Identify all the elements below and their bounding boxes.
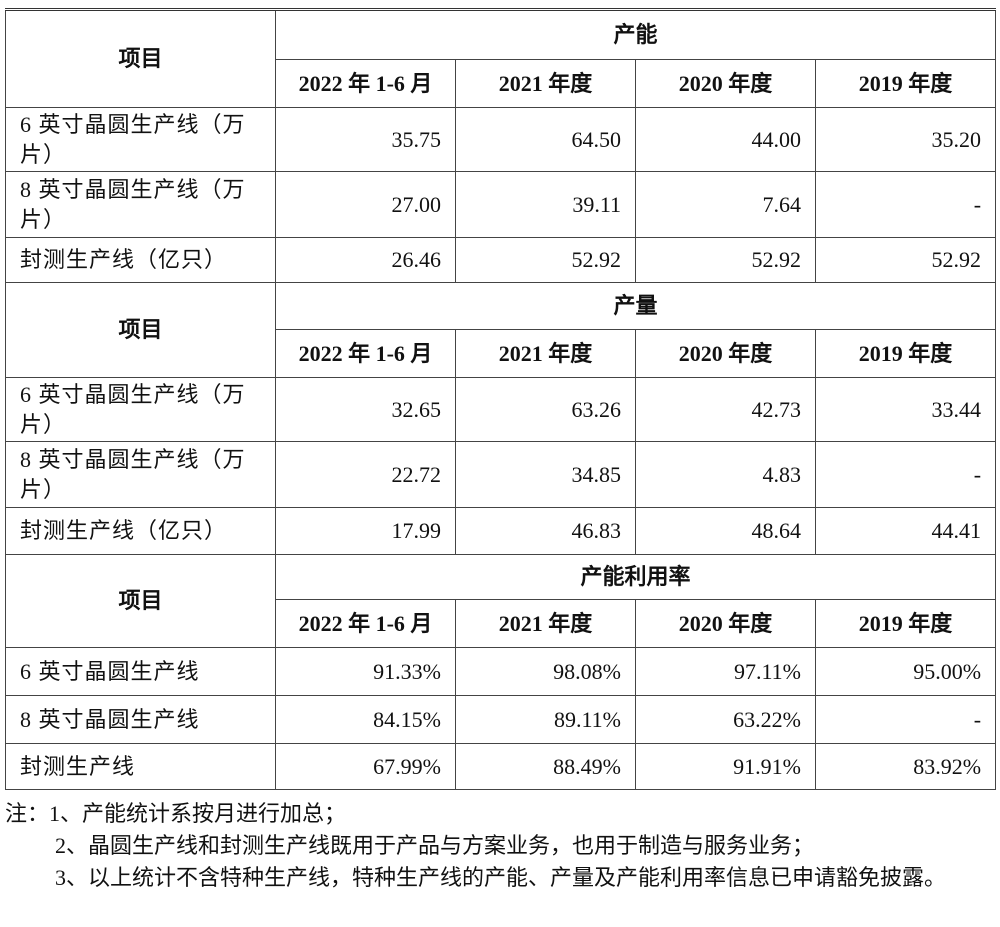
table: 项目 产能 2022 年 1-6 月 2021 年度 2020 年度 2019 年度 6 英…	[5, 8, 997, 790]
row-label: 封测生产线（亿只）	[5, 237, 276, 283]
cell-value: 91.91%	[635, 743, 816, 790]
header-row: 项目 产能利用率	[5, 554, 997, 648]
cell-value: 35.75	[275, 107, 456, 172]
cell-value: 89.11%	[455, 695, 636, 744]
data-row: 封测生产线 67.99% 88.49% 91.91% 83.92%	[5, 743, 997, 790]
year-header: 2019 年度	[814, 329, 997, 378]
cell-value: 22.72	[275, 441, 456, 508]
year-header: 2021 年度	[455, 59, 636, 108]
cell-value: 48.64	[635, 507, 816, 555]
data-row: 6 英寸晶圆生产线 91.33% 98.08% 97.11% 95.00%	[5, 647, 997, 696]
row-label: 封测生产线（亿只）	[5, 507, 276, 555]
cell-value: -	[814, 171, 997, 238]
row-label: 封测生产线	[5, 743, 276, 790]
cell-value: 39.11	[455, 171, 636, 238]
cell-value: 34.85	[455, 441, 636, 508]
data-row: 8 英寸晶圆生产线（万片） 27.00 39.11 7.64-	[5, 171, 997, 238]
cell-value: -	[814, 441, 997, 508]
data-row: 8 英寸晶圆生产线 84.15% 89.11% 63.22% -	[5, 695, 997, 744]
cell-value: 33.44	[814, 377, 997, 442]
row-label: 8 英寸晶圆生产线	[5, 695, 276, 744]
cell-value: 97.11%	[635, 647, 816, 696]
section-title: 产能利用率	[274, 554, 997, 600]
header-row: 项目 产量	[5, 282, 997, 378]
year-header: 2020 年度	[635, 59, 816, 108]
cell-value: 88.49%	[455, 743, 636, 790]
year-header: 2020 年度	[635, 329, 816, 378]
year-header: 2022 年 1-6 月	[275, 329, 456, 378]
data-row: 6 英寸晶圆生产线（万片） 32.65 63.26 42.73 33.44	[5, 377, 997, 442]
data-row: 封测生产线（亿只） 26.46 52.92 52.92 52.92	[5, 237, 997, 283]
cell-value: 98.08%	[455, 647, 636, 696]
data-row: 封测生产线（亿只） 17.99 46.83 48.64 44.41	[5, 507, 997, 555]
cell-value: 27.00	[275, 171, 456, 238]
item-header: 项目	[5, 554, 276, 648]
row-label: 8 英寸晶圆生产线（万片）	[5, 441, 276, 508]
cell-value: 42.73	[635, 377, 816, 442]
cell-value: 44.41	[814, 507, 997, 555]
cell-value: 26.46	[275, 237, 456, 283]
year-header: 2021 年度	[455, 599, 636, 648]
cell-value: 46.83	[455, 507, 636, 555]
cell-value: 17.99	[275, 507, 456, 555]
year-header: 2022 年 1-6 月	[275, 59, 456, 108]
item-header: 项目	[5, 9, 276, 108]
cell-value: 83.92%	[814, 743, 997, 790]
table-wrap: 项目 产能 2022 年 1-6 月 2021 年度 2020 年度 2019 年度 6 英…	[5, 8, 997, 790]
cell-value: 52.92	[455, 237, 636, 283]
cell-value: 32.65	[275, 377, 456, 442]
row-label: 6 英寸晶圆生产线（万片）	[5, 377, 276, 442]
header-row: 项目 产能	[5, 9, 997, 108]
year-header: 2022 年 1-6 月	[275, 599, 456, 648]
note: 3、以上统计不含特种生产线，特种生产线的产能、产量及产能利用率信息已申请豁免披露…	[55, 865, 947, 890]
cell-value: 63.26	[455, 377, 636, 442]
cell-value: 52.92	[635, 237, 816, 283]
cell-value: 84.15%	[275, 695, 456, 744]
cell-value: 7.64	[635, 171, 816, 238]
cell-value: -	[814, 695, 997, 744]
data-row: 8 英寸晶圆生产线（万片） 22.72 34.85 4.83-	[5, 441, 997, 508]
cell-value: 52.92	[814, 237, 997, 283]
note: 2、晶圆生产线和封测生产线既用于产品与方案业务，也用于制造与服务业务；	[55, 833, 815, 858]
year-header: 2019 年度	[814, 59, 997, 108]
cell-value: 35.20	[814, 107, 997, 172]
cell-value: 64.50	[455, 107, 636, 172]
year-header: 2020 年度	[635, 599, 816, 648]
row-label: 6 英寸晶圆生产线（万片）	[5, 107, 276, 172]
year-header: 2021 年度	[455, 329, 636, 378]
item-header: 项目	[5, 282, 276, 378]
cell-value: 95.00%	[814, 647, 997, 696]
note: 注：1、产能统计系按月进行加总；	[5, 801, 347, 826]
cell-value: 91.33%	[275, 647, 456, 696]
year-header: 2019 年度	[814, 599, 997, 648]
year-row: 2022 年 1-6 月 2021 年度 2020 年度 2019 年度	[6, 599, 997, 648]
data-row: 6 英寸晶圆生产线（万片） 35.75 64.50 44.00 35.20	[5, 107, 997, 172]
section-title: 产量	[274, 282, 997, 330]
section-title: 产能	[274, 9, 997, 60]
cell-value: 63.22%	[635, 695, 816, 744]
cell-value: 4.83	[635, 441, 816, 508]
row-label: 8 英寸晶圆生产线（万片）	[5, 171, 276, 238]
notes: 注：1、产能统计系按月进行加总； 2、晶圆生产线和封测生产线既用于产品与方案业务，…	[5, 798, 995, 894]
cell-value: 67.99%	[275, 743, 456, 790]
cell-value: 44.00	[635, 107, 816, 172]
row-label: 6 英寸晶圆生产线	[5, 647, 276, 696]
